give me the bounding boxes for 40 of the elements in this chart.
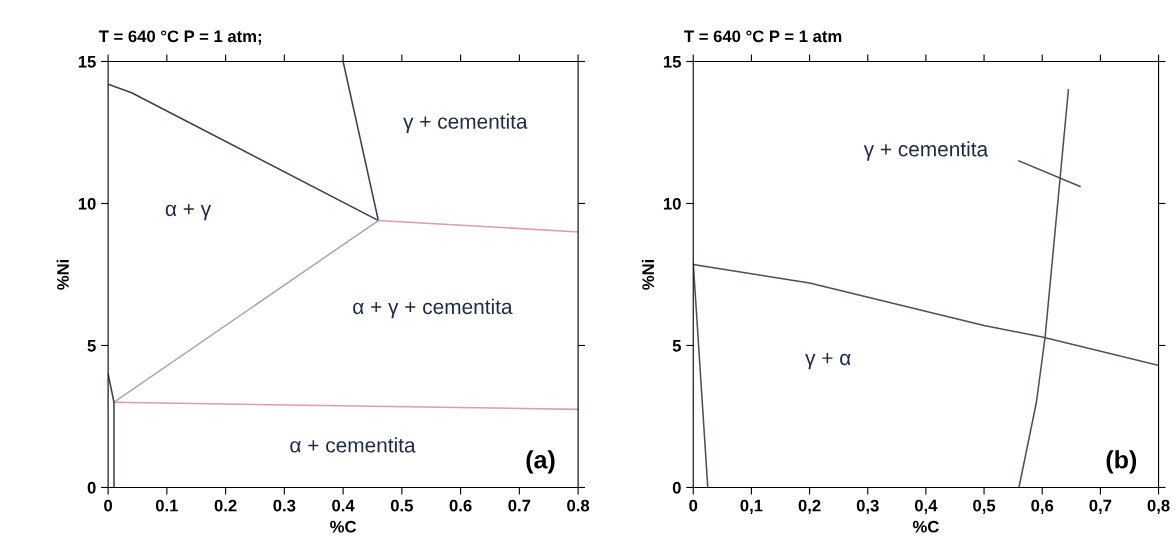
- y-tick-label: 0: [672, 481, 681, 494]
- x-axis-title: %C: [330, 520, 357, 533]
- x-tick-label: 0,3: [856, 499, 879, 514]
- annotation: α + γ: [165, 203, 212, 221]
- y-tick-label: 0: [87, 481, 96, 494]
- y-tick-label: 5: [672, 340, 681, 352]
- annotation: (a): [526, 450, 555, 474]
- x-tick-label: 0.8: [567, 499, 590, 512]
- x-tick-label: 0: [689, 499, 698, 512]
- y-axis-title: %Ni: [56, 259, 69, 290]
- x-tick-label: 0.5: [390, 499, 413, 512]
- chart-title: T = 640 °C P = 1 atm;: [98, 30, 261, 45]
- x-tick-label: 0,8: [1147, 499, 1170, 514]
- x-tick-label: 0: [104, 499, 113, 512]
- y-tick-label: 10: [663, 197, 681, 210]
- x-tick-label: 0,2: [798, 499, 821, 514]
- x-tick-label: 0,1: [740, 499, 763, 514]
- y-tick-label: 5: [87, 340, 96, 352]
- x-tick-label: 0.7: [508, 499, 531, 512]
- x-tick-label: 0,4: [914, 499, 938, 514]
- annotation: γ + cementita: [863, 141, 989, 161]
- y-tick-label: 15: [78, 56, 96, 68]
- x-tick-label: 0,5: [973, 499, 996, 514]
- y-axis-title: %Ni: [641, 259, 655, 290]
- x-tick-label: 0.6: [449, 499, 472, 512]
- y-tick-label: 15: [663, 56, 681, 68]
- x-tick-label: 0.4: [332, 499, 355, 512]
- y-tick-label: 10: [78, 197, 96, 210]
- annotation: γ + α: [805, 353, 851, 370]
- annotation: γ + cementita: [403, 113, 528, 133]
- x-tick-label: 0.3: [273, 499, 296, 512]
- x-tick-label: 0,7: [1089, 499, 1112, 514]
- x-tick-label: 0,6: [1031, 499, 1054, 514]
- annotation: α + cementita: [290, 437, 416, 453]
- annotation: α + γ + cementita: [353, 298, 513, 319]
- chart-title: T = 640 °C P = 1 atm: [684, 30, 842, 43]
- x-tick-label: 0.2: [214, 499, 237, 512]
- x-tick-label: 0.1: [155, 499, 178, 512]
- annotation: (b): [1106, 450, 1137, 474]
- x-axis-title: %C: [912, 520, 939, 533]
